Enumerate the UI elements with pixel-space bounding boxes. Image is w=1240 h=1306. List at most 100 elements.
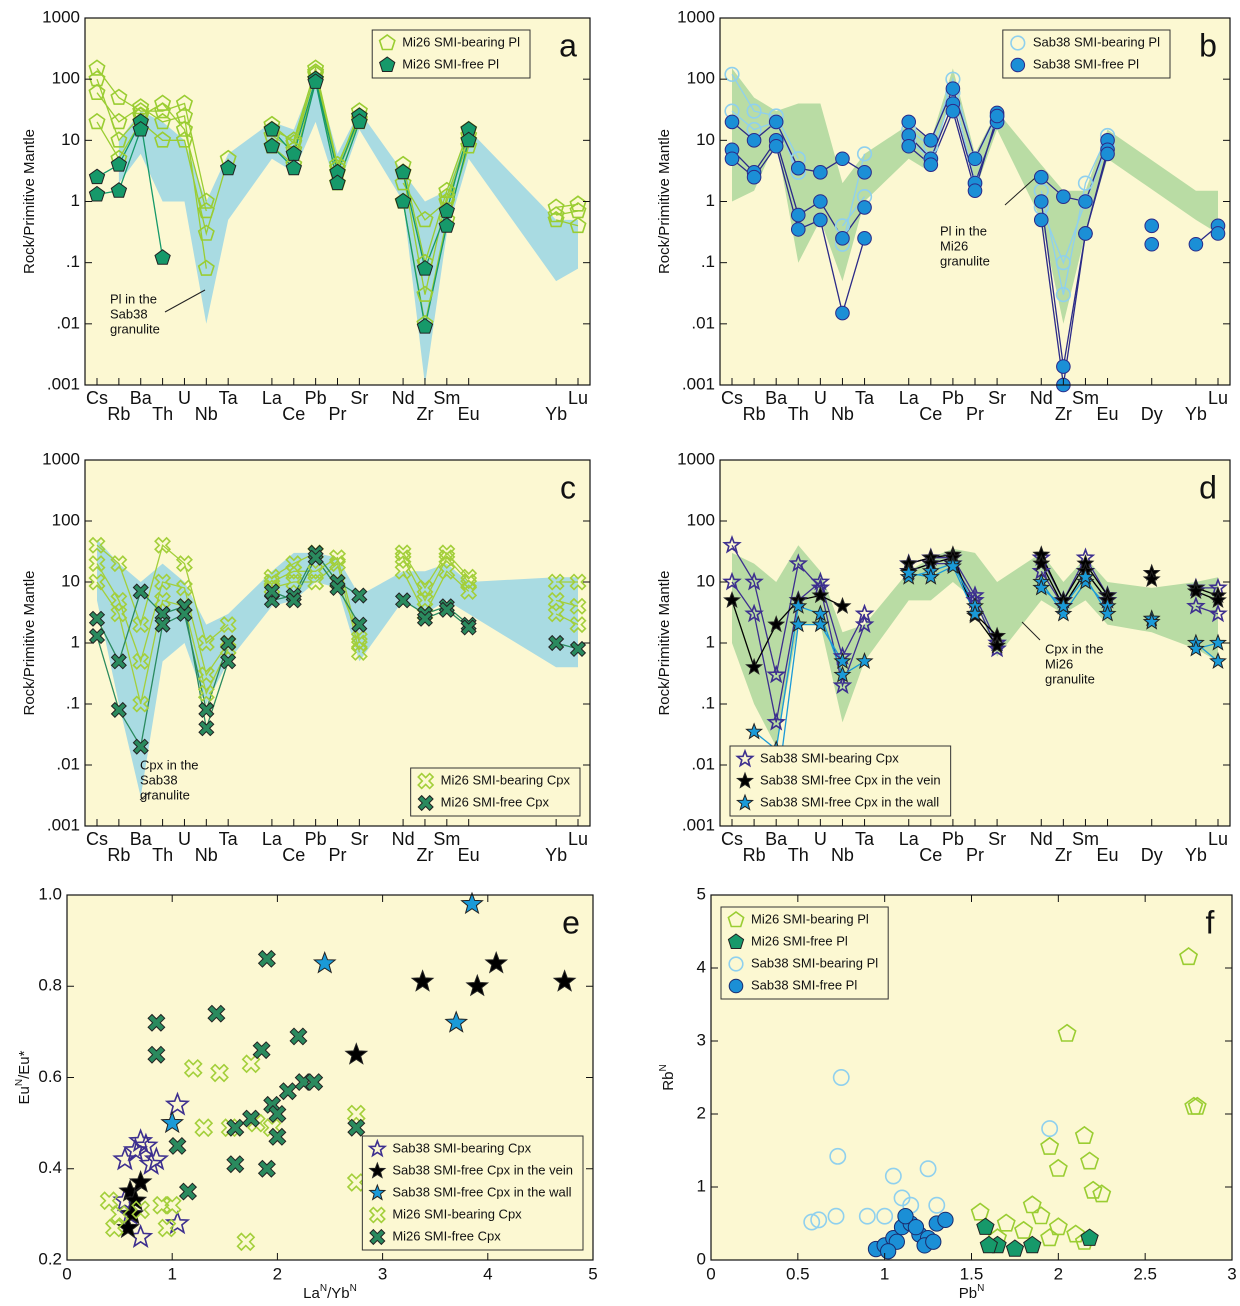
data-point	[921, 567, 940, 585]
data-point	[987, 638, 1007, 658]
data-point	[154, 94, 172, 111]
data-point	[724, 66, 740, 82]
data-point	[1048, 1158, 1068, 1177]
x-tick-label: Eu	[458, 404, 480, 424]
data-point	[832, 675, 853, 694]
x-tick-label: U	[814, 829, 827, 849]
y-tick-label: 0.6	[38, 1067, 62, 1086]
y-tick-label: .1	[66, 252, 80, 271]
data-point	[854, 603, 875, 623]
data-point	[416, 317, 434, 334]
x-tick-label: Ba	[765, 829, 788, 849]
y-tick-label: 100	[52, 69, 80, 88]
annotation-leader	[1021, 621, 1041, 641]
data-point	[416, 259, 434, 276]
data-point	[350, 634, 368, 652]
data-point	[1186, 596, 1206, 615]
data-point	[132, 616, 150, 634]
data-point	[164, 1210, 191, 1235]
data-point	[460, 891, 484, 915]
data-point	[176, 605, 193, 622]
data-point	[1144, 236, 1160, 252]
data-point	[548, 634, 565, 652]
data-point	[328, 555, 347, 573]
data-point	[923, 133, 939, 148]
data-point	[1033, 194, 1049, 209]
data-point	[88, 536, 106, 554]
range-band	[732, 68, 1218, 324]
series-line	[731, 90, 1109, 265]
data-point	[744, 571, 764, 591]
legend: Sab38 SMI-bearing Cpx Sab38 SMI-free Cpx …	[729, 745, 952, 817]
data-point	[175, 555, 193, 573]
data-point	[945, 81, 961, 96]
x-tick-label: U	[178, 829, 191, 849]
legend-marker	[1010, 57, 1026, 73]
data-point	[569, 616, 587, 634]
y-axis-label: EuN/Eu*	[14, 1050, 33, 1104]
data-point	[722, 571, 742, 591]
legend-marker	[735, 748, 755, 768]
x-tick-label: Pr	[329, 845, 347, 865]
data-point	[257, 1159, 276, 1178]
data-point	[154, 102, 172, 119]
x-tick-label: Ce	[282, 404, 305, 424]
y-tick-label: 1000	[42, 7, 80, 26]
data-point	[790, 207, 806, 223]
data-point	[438, 549, 456, 567]
x-tick-label: Nd	[392, 388, 415, 408]
data-point	[307, 573, 325, 591]
x-tick-label: 0.5	[786, 1264, 810, 1283]
data-point	[460, 573, 478, 591]
y-axis-label: Rock/Primitive Mantle	[21, 570, 38, 715]
x-tick-label: U	[814, 388, 827, 408]
data-point	[1100, 146, 1115, 162]
data-point	[979, 1235, 998, 1254]
data-point	[897, 1208, 914, 1225]
x-tick-label: Dy	[1141, 845, 1163, 865]
data-point	[88, 70, 106, 87]
y-tick-label: 10	[696, 571, 715, 590]
x-tick-label: Nb	[831, 845, 854, 865]
y-axis-label-part: N	[658, 1064, 669, 1071]
data-point	[329, 174, 346, 191]
x-tick-label: 2	[273, 1264, 282, 1283]
data-point	[416, 285, 434, 302]
data-point	[745, 722, 764, 740]
legend-marker	[368, 1206, 386, 1224]
x-tick-label: Zr	[416, 845, 433, 865]
series-line	[96, 544, 578, 645]
y-tick-label: 5	[697, 884, 706, 903]
data-point	[351, 587, 368, 604]
data-point	[1083, 1180, 1103, 1199]
data-point	[460, 568, 478, 586]
x-tick-label: U	[178, 388, 191, 408]
data-point	[766, 712, 786, 731]
y-tick-label: 3	[697, 1030, 706, 1049]
data-point	[1041, 1120, 1059, 1138]
y-tick-label: 100	[687, 69, 715, 88]
band-annotation: Pl in the	[940, 223, 987, 238]
legend: Mi26 SMI-bearing Pl Mi26 SMI-free Pl	[371, 29, 531, 79]
data-point	[835, 151, 850, 167]
data-point	[1098, 604, 1117, 622]
series-line	[96, 562, 579, 677]
data-point	[1209, 652, 1227, 669]
x-tick-label: Eu	[458, 845, 480, 865]
x-tick-label: Pb	[305, 829, 327, 849]
data-point	[833, 596, 852, 614]
legend-label: Sab38 SMI-free Cpx in the wall	[392, 1184, 571, 1199]
data-point	[1210, 226, 1226, 241]
data-point	[1057, 1023, 1077, 1042]
data-point	[110, 88, 128, 105]
y-tick-label: .1	[701, 693, 715, 712]
x-tick-label: Nd	[392, 829, 415, 849]
data-point	[444, 1010, 469, 1033]
data-point	[1040, 1228, 1060, 1247]
x-tick-label: 1.5	[960, 1264, 984, 1283]
data-point	[123, 1188, 148, 1211]
data-point	[220, 634, 237, 652]
data-point	[1032, 578, 1051, 596]
data-point	[1144, 218, 1160, 234]
